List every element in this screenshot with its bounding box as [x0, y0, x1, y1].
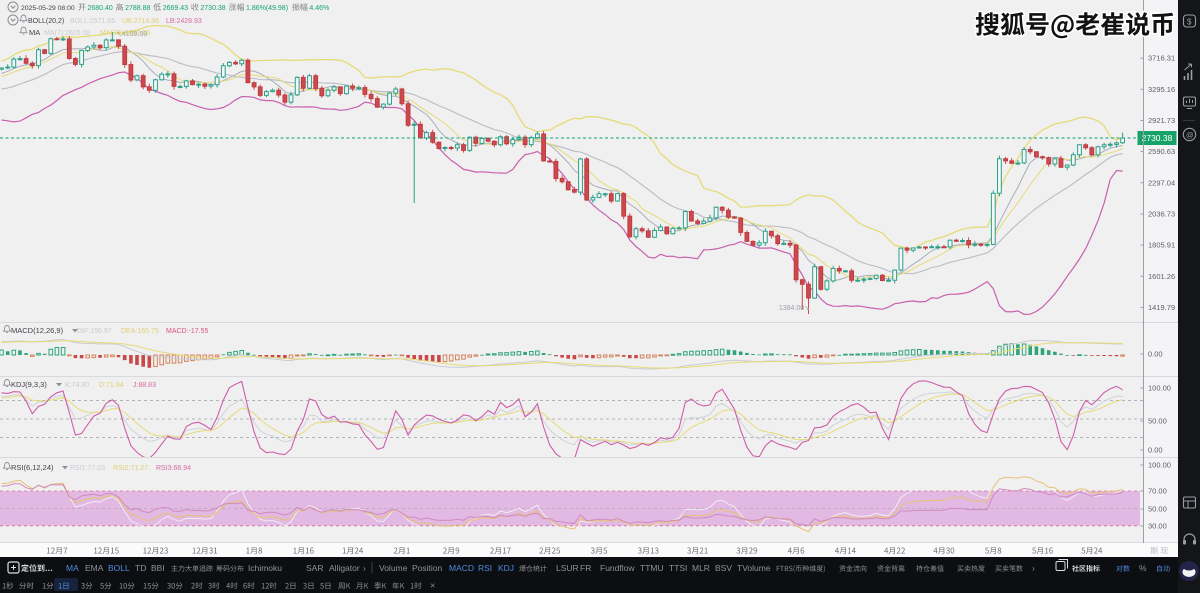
svg-text:SAR: SAR — [306, 563, 323, 573]
svg-text:K:74.80: K:74.80 — [65, 382, 89, 389]
svg-text:MA(30):2621.06: MA(30):2621.06 — [100, 30, 150, 37]
svg-text:2921.73: 2921.73 — [1148, 116, 1175, 125]
svg-text:TD: TD — [135, 563, 146, 573]
svg-text:BOLL(20,2): BOLL(20,2) — [28, 18, 64, 25]
svg-text:LSUR: LSUR — [556, 563, 579, 573]
svg-text:D:71.94: D:71.94 — [99, 382, 124, 389]
svg-text:Volume: Volume — [379, 563, 408, 573]
svg-text:RSI(6,12,24): RSI(6,12,24) — [11, 463, 54, 472]
svg-text:MA(7):2605.08: MA(7):2605.08 — [44, 30, 90, 37]
svg-text:100.00: 100.00 — [1148, 461, 1171, 470]
svg-text:2730.38: 2730.38 — [1142, 133, 1173, 143]
svg-text:100.00: 100.00 — [1148, 384, 1171, 393]
svg-text:J:88.83: J:88.83 — [133, 382, 156, 389]
svg-text:1419.79: 1419.79 — [1148, 303, 1175, 312]
svg-text:4.46%: 4.46% — [309, 5, 329, 12]
svg-text:50.00: 50.00 — [1148, 417, 1167, 426]
svg-text:MA: MA — [66, 563, 79, 573]
svg-text:MA: MA — [29, 28, 40, 37]
svg-text:RSI2:71.27: RSI2:71.27 — [113, 465, 148, 472]
svg-text:2590.63: 2590.63 — [1148, 147, 1175, 156]
svg-text:%: % — [1139, 563, 1147, 573]
svg-text:1805.91: 1805.91 — [1148, 241, 1175, 250]
svg-text:DEA:165.75: DEA:165.75 — [121, 328, 159, 335]
svg-text:@: @ — [1186, 131, 1194, 140]
svg-text:MACD: MACD — [449, 563, 474, 573]
svg-text:RSI1:77.03: RSI1:77.03 — [70, 465, 105, 472]
svg-text:Position: Position — [412, 563, 443, 573]
svg-text:›: › — [363, 563, 366, 573]
svg-text:RSI: RSI — [478, 563, 492, 573]
svg-text:1.86%(49.98): 1.86%(49.98) — [246, 5, 288, 12]
svg-text:$: $ — [1187, 18, 1192, 27]
svg-text:0.00: 0.00 — [1148, 350, 1163, 359]
svg-text:BOLL:2571.65: BOLL:2571.65 — [70, 18, 115, 25]
svg-text:2297.04: 2297.04 — [1148, 178, 1175, 187]
svg-text:BSV: BSV — [715, 563, 732, 573]
svg-text:50.00: 50.00 — [1148, 505, 1167, 514]
svg-text:↖4109.59: ↖4109.59 — [116, 31, 147, 38]
svg-text:30.00: 30.00 — [1148, 522, 1167, 531]
svg-text:2669.43: 2669.43 — [163, 5, 188, 12]
svg-text:TVolume: TVolume — [737, 563, 771, 573]
svg-text:3295.16: 3295.16 — [1148, 85, 1175, 94]
svg-text:2025-05-29 08:00: 2025-05-29 08:00 — [21, 5, 75, 12]
svg-text:TTSI: TTSI — [669, 563, 687, 573]
svg-text:UB:2714.36: UB:2714.36 — [122, 18, 159, 25]
svg-text:TTMU: TTMU — [640, 563, 664, 573]
svg-text:Ichimoku: Ichimoku — [248, 563, 282, 573]
svg-text:›: › — [1032, 563, 1035, 573]
svg-text:Alligator: Alligator — [329, 563, 360, 573]
svg-text:KDJ(9,3,3): KDJ(9,3,3) — [11, 380, 47, 389]
svg-text:MACD(12,26,9): MACD(12,26,9) — [11, 326, 64, 335]
svg-text:2788.88: 2788.88 — [125, 5, 150, 12]
svg-text:EMA: EMA — [85, 563, 104, 573]
svg-text:Fundflow: Fundflow — [600, 563, 635, 573]
svg-text:0.00: 0.00 — [1148, 446, 1163, 455]
svg-text:×: × — [430, 581, 435, 591]
svg-text:MACD:-17.55: MACD:-17.55 — [166, 328, 209, 335]
svg-text:RSI3:66.94: RSI3:66.94 — [156, 465, 191, 472]
svg-text:2680.40: 2680.40 — [88, 5, 113, 12]
svg-text:MLR: MLR — [692, 563, 710, 573]
svg-text:LB:2428.93: LB:2428.93 — [166, 18, 202, 25]
svg-text:FR: FR — [580, 563, 591, 573]
svg-text:2036.73: 2036.73 — [1148, 210, 1175, 219]
svg-text:70.00: 70.00 — [1148, 487, 1167, 496]
svg-text:2730.38: 2730.38 — [200, 5, 225, 12]
svg-text:BBI: BBI — [151, 563, 165, 573]
svg-text:1384.00↘: 1384.00↘ — [779, 305, 810, 312]
svg-text:BOLL: BOLL — [108, 563, 130, 573]
svg-text:DIF:156.97: DIF:156.97 — [77, 328, 112, 335]
svg-text:1601.26: 1601.26 — [1148, 272, 1175, 281]
svg-text:KDJ: KDJ — [498, 563, 514, 573]
svg-text:3716.31: 3716.31 — [1148, 54, 1175, 63]
